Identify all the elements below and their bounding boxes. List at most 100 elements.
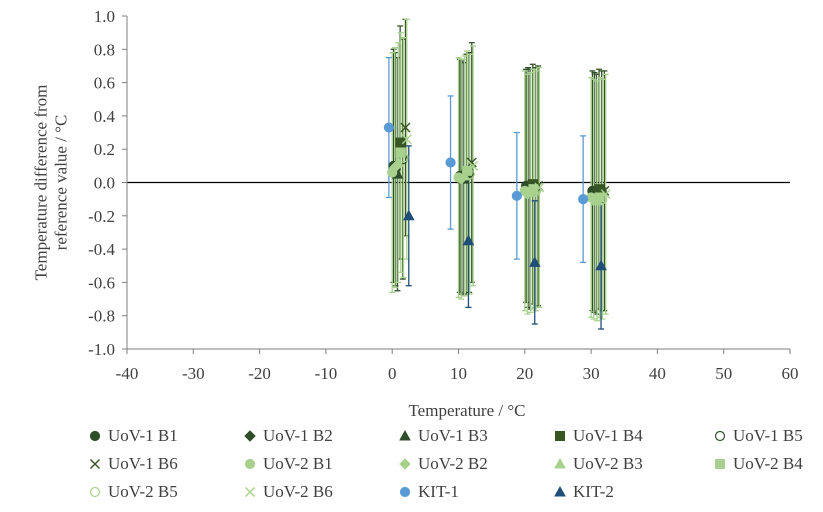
legend-label: UoV-1 B2 [263, 426, 333, 445]
legend-marker [244, 430, 256, 442]
legend-marker [715, 459, 725, 469]
x-tick-label: -40 [116, 364, 139, 383]
data-point [400, 122, 411, 133]
legend-marker [245, 487, 255, 497]
legend-marker-icon [245, 487, 255, 497]
legend-marker-icon [555, 431, 565, 441]
y-tick-label: 0.8 [94, 40, 115, 59]
data-point [511, 190, 522, 201]
y-tick-label: -0.6 [88, 273, 115, 292]
data-point [528, 256, 541, 267]
marker-x-stroke [400, 122, 411, 133]
legend-marker [89, 486, 101, 498]
legend-marker [399, 486, 411, 498]
legend-marker-icon [89, 430, 101, 442]
legend-label: KIT-2 [573, 482, 614, 501]
legend-label: UoV-2 B4 [733, 454, 803, 473]
legend-item: UoV-1 B6 [88, 452, 243, 476]
legend-marker-icon [399, 429, 411, 441]
legend-marker-icon [399, 486, 411, 498]
y-tick-label: 0.6 [94, 74, 115, 93]
data-point [402, 209, 415, 221]
data-point [578, 194, 589, 205]
x-tick-label: 20 [516, 364, 533, 383]
data-point [468, 160, 479, 171]
data-point [597, 194, 608, 205]
legend-marker-icon [714, 430, 726, 442]
y-tick-label: 0.2 [94, 140, 115, 159]
legend-marker-icon [89, 486, 101, 498]
data-points [383, 122, 611, 271]
data-point [445, 157, 456, 168]
x-tick-label: 30 [583, 364, 600, 383]
marker-x-stroke [534, 182, 545, 193]
legend-label: UoV-2 B2 [418, 454, 488, 473]
legend-marker [244, 458, 256, 470]
marker-x-stroke [468, 160, 479, 171]
data-point [600, 189, 611, 200]
legend-item: UoV-1 B3 [398, 424, 553, 448]
x-tick-label: 50 [715, 364, 732, 383]
y-tick-label: -0.2 [88, 207, 115, 226]
legend-item: UoV-2 B4 [713, 452, 823, 476]
marker-x-stroke [245, 487, 255, 497]
data-point [395, 137, 406, 148]
legend-marker-icon [244, 458, 256, 470]
data-point [395, 147, 406, 158]
y-axis: 1.0 0.8 0.6 0.4 0.2 0.0 -0.2 -0.4 -0.6 -0.8 -1.0 [88, 7, 128, 359]
y-tick-label: 0.0 [94, 174, 115, 193]
legend-marker [399, 429, 411, 441]
legend-item: KIT-1 [398, 480, 553, 504]
legend-marker [90, 459, 100, 469]
legend-label: UoV-2 B3 [573, 454, 643, 473]
x-axis: -40 -30 -20 -10 0 10 20 30 40 50 60 [116, 348, 799, 383]
legend-marker-icon [554, 485, 566, 497]
legend-item: UoV-1 B1 [88, 424, 243, 448]
legend-item: UoV-2 B6 [243, 480, 398, 504]
y-axis-label: Temperature difference fromreference val… [31, 85, 70, 281]
legend-marker [554, 457, 566, 469]
legend-label: UoV-1 B5 [733, 426, 803, 445]
legend-label: UoV-1 B4 [573, 426, 643, 445]
legend-label: UoV-1 B3 [418, 426, 488, 445]
x-tick-label: 0 [388, 364, 397, 383]
x-tick-label: -30 [182, 364, 205, 383]
legend-marker-icon [399, 458, 411, 470]
legend-marker-icon [244, 430, 256, 442]
legend-label: KIT-1 [418, 482, 459, 501]
legend: UoV-1 B1 UoV-1 B2 UoV-1 B3 UoV-1 B4 UoV-1 B5… [88, 424, 823, 504]
marker-x-stroke [600, 189, 611, 200]
legend-marker [399, 458, 411, 470]
data-point [462, 234, 475, 246]
legend-label: UoV-1 B6 [108, 454, 178, 473]
legend-label: UoV-1 B1 [108, 426, 178, 445]
y-tick-label: -0.8 [88, 307, 115, 326]
x-tick-label: 10 [450, 364, 467, 383]
data-point [392, 156, 405, 168]
data-point [383, 122, 394, 133]
legend-item: UoV-2 B5 [88, 480, 243, 504]
data-point [594, 192, 605, 203]
data-point [466, 157, 477, 168]
legend-label: UoV-2 B1 [263, 454, 333, 473]
y-tick-label: -0.4 [88, 240, 115, 259]
legend-item: KIT-2 [553, 480, 713, 504]
x-tick-label: 60 [782, 364, 799, 383]
x-tick-label: -10 [315, 364, 338, 383]
legend-marker [555, 431, 565, 441]
marker-x-stroke [401, 134, 412, 145]
marker-x-stroke [466, 157, 477, 168]
x-tick-label: 40 [649, 364, 666, 383]
legend-marker-icon [554, 457, 566, 469]
legend-item: UoV-1 B5 [713, 424, 823, 448]
marker-x-stroke [90, 459, 100, 469]
legend-item: UoV-2 B2 [398, 452, 553, 476]
x-tick-label: -20 [248, 364, 271, 383]
data-point [530, 185, 542, 196]
legend-item: UoV-1 B4 [553, 424, 713, 448]
error-bars [385, 18, 609, 330]
y-tick-label: 1.0 [94, 7, 115, 26]
data-point [398, 152, 409, 163]
legend-marker-icon [90, 459, 100, 469]
